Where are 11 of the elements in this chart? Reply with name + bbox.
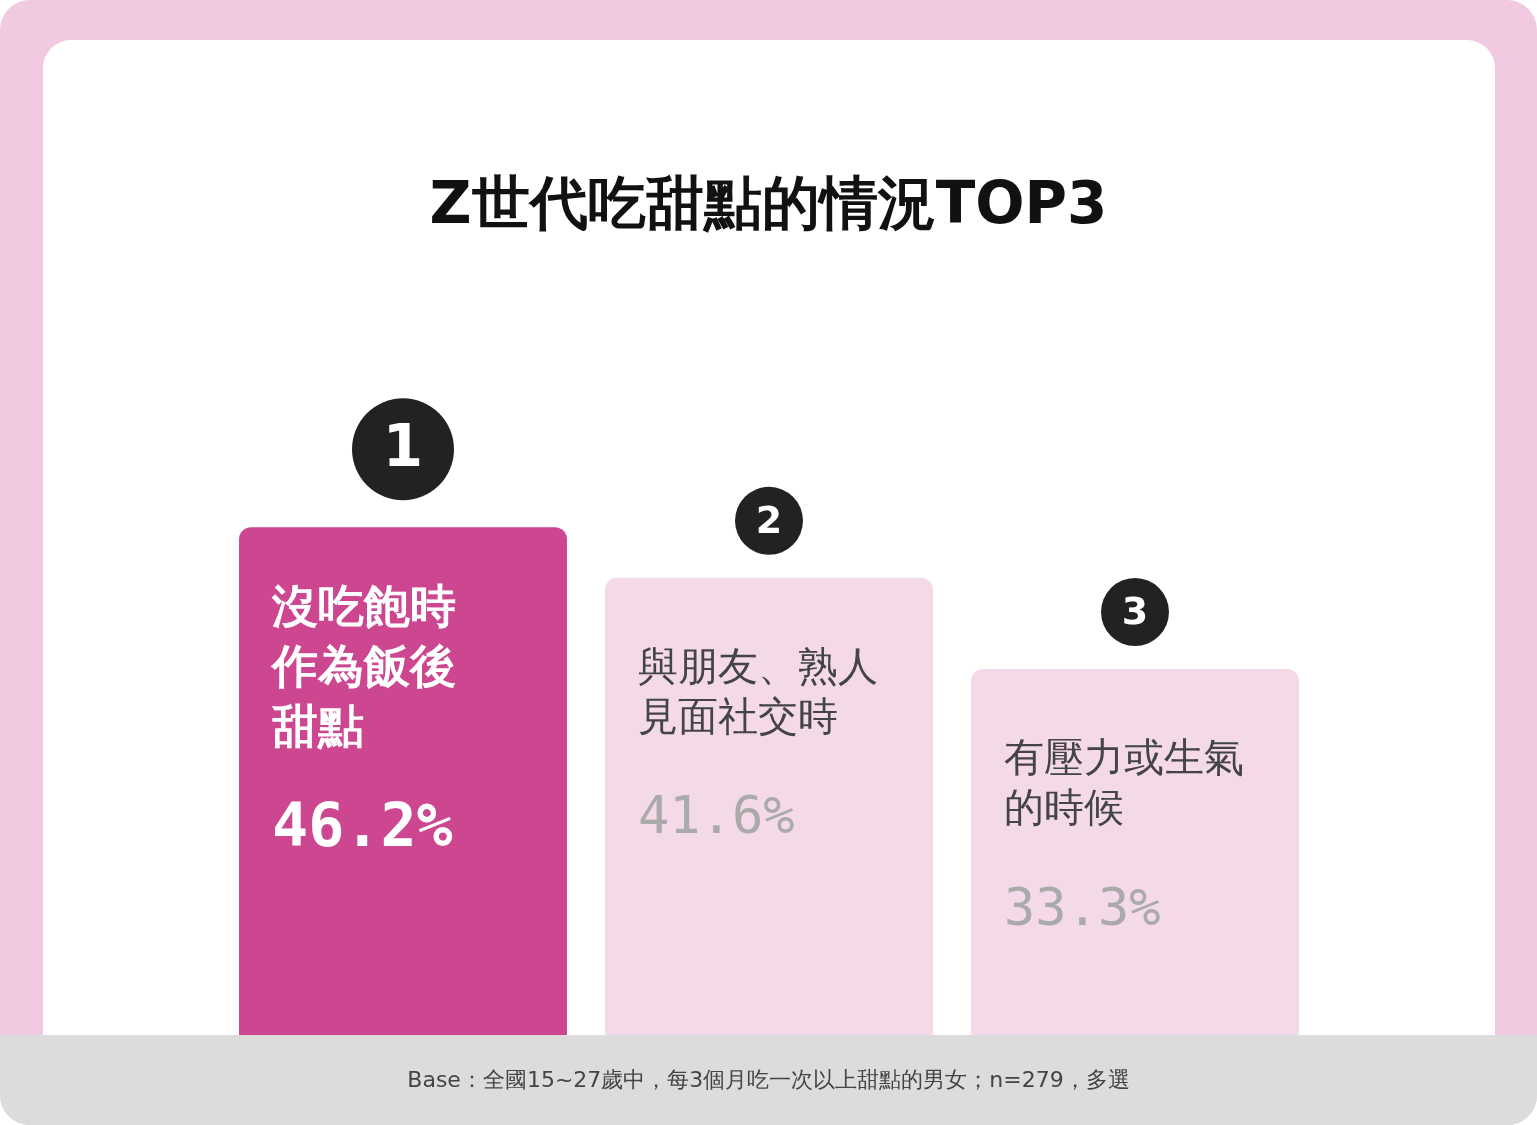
data-label: 41.6% bbox=[638, 785, 795, 846]
x-tick-label: 有壓力或生氣的時候 bbox=[1004, 734, 1245, 831]
annotation: 3 bbox=[1121, 588, 1149, 633]
text: Base：全國15~27歲中，每3個月吃一次以上甜點的男女；n=279，多選 bbox=[407, 1066, 1130, 1094]
data-label: 33.3% bbox=[1004, 876, 1161, 937]
data-label: 46.2% bbox=[272, 789, 453, 860]
text: 1 bbox=[382, 412, 424, 481]
annotation: 2 bbox=[755, 497, 783, 542]
x-tick-label: 沒吃飽時作為飯後甜點 bbox=[270, 579, 457, 754]
x-tick-label: 與朋友、熟人見面社交時 bbox=[638, 643, 879, 740]
chart-title: Z世代吃甜點的情況TOP3 bbox=[428, 168, 1109, 239]
